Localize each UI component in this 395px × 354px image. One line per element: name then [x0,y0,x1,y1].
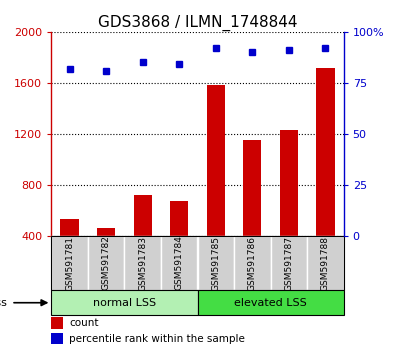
Bar [198,290,344,315]
Text: GSM591781: GSM591781 [65,235,74,291]
Bar [316,68,335,236]
Bar [280,130,298,236]
Bar [124,236,161,290]
Bar [51,236,88,290]
Bar [207,85,225,236]
Text: GSM591787: GSM591787 [284,235,293,291]
Bar [88,236,124,290]
Bar [161,236,198,290]
Text: elevated LSS: elevated LSS [234,298,307,308]
Bar [134,195,152,236]
Text: GSM591786: GSM591786 [248,235,257,291]
Bar [51,333,63,344]
Bar [51,318,63,329]
Bar [97,228,115,236]
Title: GDS3868 / ILMN_1748844: GDS3868 / ILMN_1748844 [98,14,297,30]
Text: GSM591785: GSM591785 [211,235,220,291]
Text: GSM591784: GSM591784 [175,236,184,291]
Text: GSM591782: GSM591782 [102,236,111,291]
Bar [198,236,234,290]
Bar [234,236,271,290]
Text: count: count [69,318,98,328]
Bar [170,201,188,236]
Bar [271,236,307,290]
Text: GSM591788: GSM591788 [321,235,330,291]
Text: percentile rank within the sample: percentile rank within the sample [69,334,245,344]
Text: GSM591783: GSM591783 [138,235,147,291]
Text: normal LSS: normal LSS [93,298,156,308]
Bar [307,236,344,290]
Bar [60,219,79,236]
Text: stress: stress [0,298,8,308]
Bar [51,290,198,315]
Bar [243,140,261,236]
